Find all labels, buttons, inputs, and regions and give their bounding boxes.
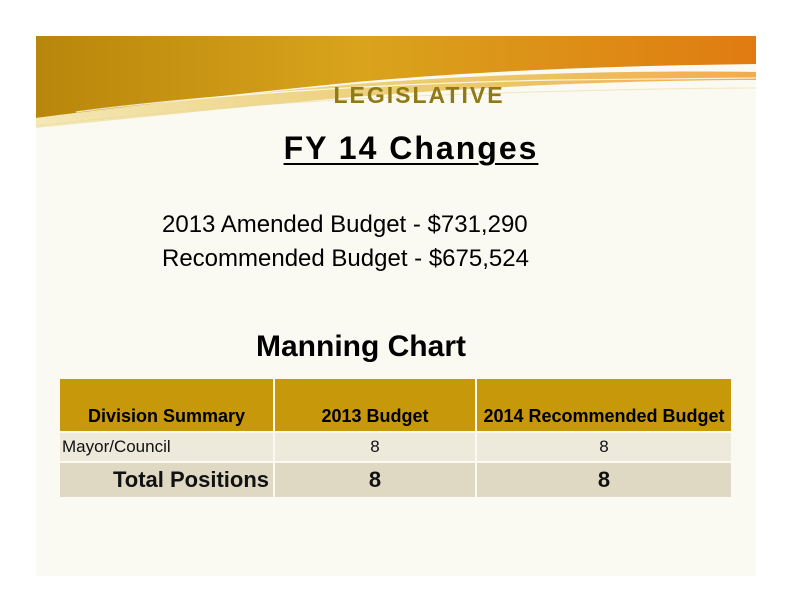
page-title: FY 14 Changes <box>283 130 539 166</box>
column-header-division: Division Summary <box>60 379 275 432</box>
section-title: LEGISLATIVE <box>333 82 505 108</box>
recommended-budget-line: Recommended Budget - $675,524 <box>162 245 529 272</box>
header-swoosh-decoration <box>36 36 756 128</box>
column-header-2014-budget: 2014 Recommended Budget <box>476 379 731 432</box>
manning-chart-heading: Manning Chart <box>256 330 466 363</box>
manning-chart-table: Division Summary 2013 Budget 2014 Recomm… <box>60 379 731 497</box>
column-header-2013-budget: 2013 Budget <box>274 379 477 432</box>
budget-2013-cell: 8 <box>274 431 477 462</box>
table-header-row: Division Summary 2013 Budget 2014 Recomm… <box>60 379 731 432</box>
division-name-cell: Mayor/Council <box>60 431 275 462</box>
amended-budget-line: 2013 Amended Budget - $731,290 <box>162 211 528 238</box>
budget-summary: 2013 Amended Budget - $731,290 Recommend… <box>162 208 529 276</box>
total-2014-cell: 8 <box>476 461 731 497</box>
slide: LEGISLATIVE FY 14 Changes 2013 Amended B… <box>36 36 756 576</box>
budget-2014-cell: 8 <box>476 431 731 462</box>
total-row: Total Positions 8 8 <box>60 461 731 497</box>
total-2013-cell: 8 <box>274 461 477 497</box>
table-row: Mayor/Council 8 8 <box>60 431 731 462</box>
total-label-cell: Total Positions <box>60 461 275 497</box>
